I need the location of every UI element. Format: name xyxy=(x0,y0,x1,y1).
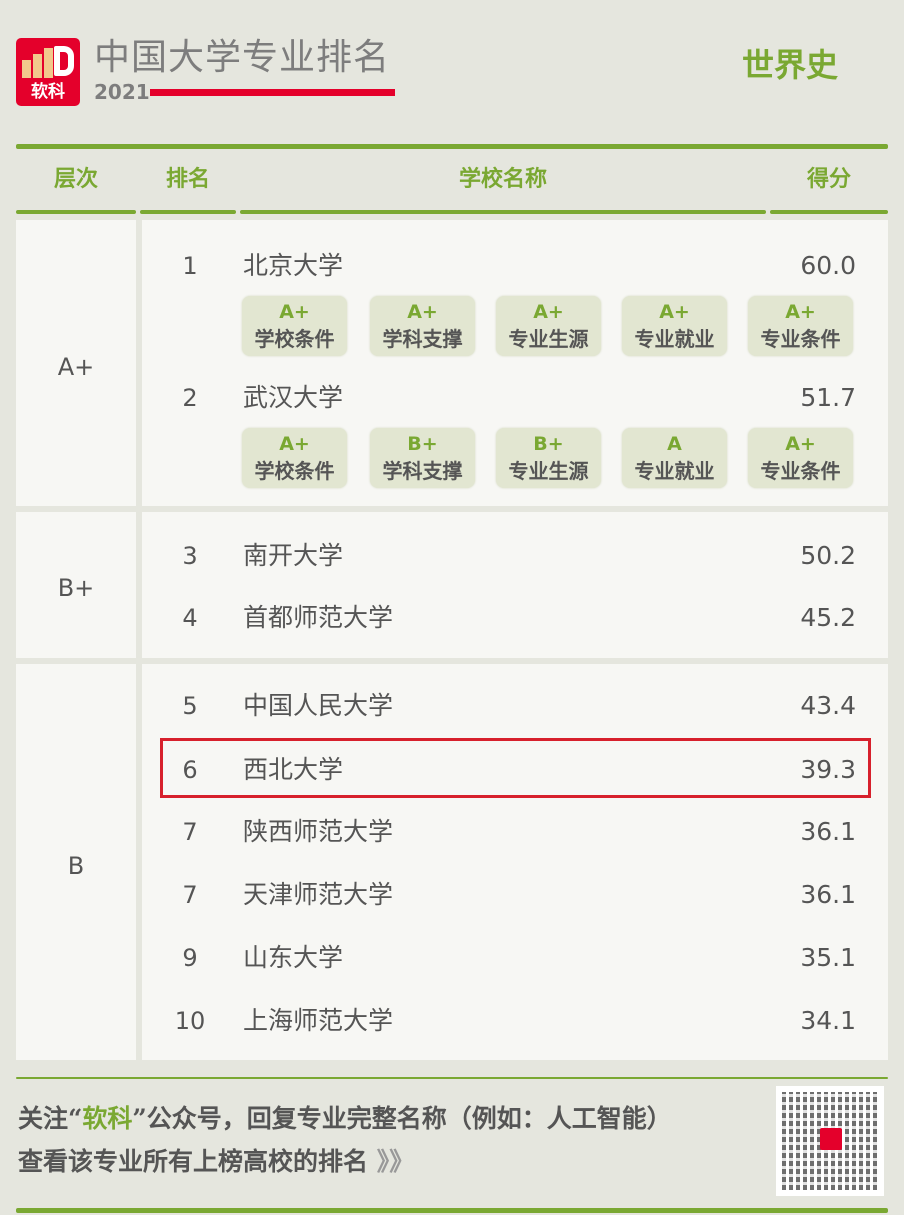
badge-label: 专业条件 xyxy=(760,459,841,483)
score: 60.0 xyxy=(800,251,856,280)
footer-text: 关注“ xyxy=(18,1104,83,1133)
score: 43.4 xyxy=(800,691,856,720)
footer-text: 查看该专业所有上榜高校的排名 xyxy=(18,1147,369,1176)
indicator-badge: A+ 学校条件 xyxy=(242,296,347,356)
rank: 1 xyxy=(182,252,198,280)
school-name: 北京大学 xyxy=(243,251,344,280)
badge-label: 学校条件 xyxy=(254,459,335,483)
title-underline xyxy=(150,89,395,96)
school-name: 武汉大学 xyxy=(243,383,344,412)
school-name: 西北大学 xyxy=(243,755,344,784)
footer-divider xyxy=(16,1077,888,1079)
level-cell xyxy=(16,220,136,506)
footer-bottom-line xyxy=(16,1208,888,1213)
school-name: 上海师范大学 xyxy=(243,1006,394,1035)
footer-line-2: 查看该专业所有上榜高校的排名 》》 xyxy=(18,1145,414,1179)
rank: 5 xyxy=(182,692,198,720)
badge-label: 专业生源 xyxy=(508,459,589,483)
rank: 10 xyxy=(174,1007,206,1035)
rank: 6 xyxy=(182,756,198,784)
rank: 9 xyxy=(182,944,198,972)
page-title: 中国大学专业排名 xyxy=(94,37,391,78)
badge-grade: A+ xyxy=(785,433,816,455)
header-rank: 排名 xyxy=(165,167,210,192)
badge-grade: B+ xyxy=(407,433,438,455)
group-panel xyxy=(142,512,888,658)
badge-grade: A+ xyxy=(279,301,310,323)
footer-brand: 软科 xyxy=(82,1104,133,1133)
arrows-icon: 》》 xyxy=(376,1147,415,1176)
header-school: 学校名称 xyxy=(458,167,547,192)
indicator-badge: A+ 学科支撑 xyxy=(370,296,475,356)
badge-label: 专业就业 xyxy=(634,327,715,351)
score: 35.1 xyxy=(800,943,856,972)
badge-label: 学科支撑 xyxy=(382,459,463,483)
school-name: 南开大学 xyxy=(243,541,344,570)
level-label: B xyxy=(67,852,85,880)
score: 36.1 xyxy=(800,880,856,909)
rank: 4 xyxy=(182,604,198,632)
school-name: 山东大学 xyxy=(243,943,344,972)
level-cell xyxy=(16,664,136,1060)
rank: 7 xyxy=(182,818,198,846)
footer-line-1: 关注“软科”公众号，回复专业完整名称（例如：人工智能） xyxy=(18,1102,672,1136)
header-top-line xyxy=(16,144,888,149)
school-name: 天津师范大学 xyxy=(243,880,394,909)
badge-grade: A xyxy=(667,433,682,455)
logo-text: 软科 xyxy=(31,82,65,102)
footer-text: ”公众号，回复专业完整名称（例如：人工智能） xyxy=(132,1104,672,1133)
rank: 7 xyxy=(182,881,198,909)
score: 39.3 xyxy=(800,755,856,784)
school-name: 首都师范大学 xyxy=(243,603,394,632)
score: 45.2 xyxy=(800,603,856,632)
badge-grade: A+ xyxy=(279,433,310,455)
indicator-badge: A+ 学校条件 xyxy=(242,428,347,488)
score: 36.1 xyxy=(800,817,856,846)
badge-grade: A+ xyxy=(785,301,816,323)
header-line xyxy=(770,210,888,214)
badge-label: 专业就业 xyxy=(634,459,715,483)
badge-label: 专业生源 xyxy=(508,327,589,351)
indicator-badge: A+ 专业生源 xyxy=(496,296,601,356)
badge-label: 学校条件 xyxy=(254,327,335,351)
header-score: 得分 xyxy=(806,167,851,192)
badge-label: 学科支撑 xyxy=(382,327,463,351)
score: 51.7 xyxy=(800,383,856,412)
badge-label: 专业条件 xyxy=(760,327,841,351)
level-label: B+ xyxy=(57,574,95,602)
ruanke-logo: 软科 xyxy=(16,38,80,106)
indicator-badge: A+ 专业条件 xyxy=(748,296,853,356)
indicator-badge: A 专业就业 xyxy=(622,428,727,488)
subject-title: 世界史 xyxy=(741,46,838,84)
indicator-badge: A+ 专业条件 xyxy=(748,428,853,488)
score: 50.2 xyxy=(800,541,856,570)
highlight-box xyxy=(160,738,871,798)
header-level: 层次 xyxy=(53,167,98,192)
rank: 2 xyxy=(182,384,198,412)
header-line xyxy=(16,210,136,214)
badge-grade: A+ xyxy=(407,301,438,323)
header-line xyxy=(140,210,236,214)
rank: 3 xyxy=(182,542,198,570)
header-line xyxy=(240,210,766,214)
indicator-badge: B+ 专业生源 xyxy=(496,428,601,488)
school-name: 陕西师范大学 xyxy=(243,817,394,846)
school-name: 中国人民大学 xyxy=(243,691,394,720)
group-panel xyxy=(142,664,888,1060)
level-cell xyxy=(16,512,136,658)
indicator-badge: A+ 专业就业 xyxy=(622,296,727,356)
qr-logo-icon xyxy=(820,1128,842,1150)
badge-grade: A+ xyxy=(659,301,690,323)
year: 2021 xyxy=(94,80,150,104)
level-label: A+ xyxy=(57,353,95,381)
badge-grade: B+ xyxy=(533,433,564,455)
indicator-badge: B+ 学科支撑 xyxy=(370,428,475,488)
score: 34.1 xyxy=(800,1006,856,1035)
badge-grade: A+ xyxy=(533,301,564,323)
